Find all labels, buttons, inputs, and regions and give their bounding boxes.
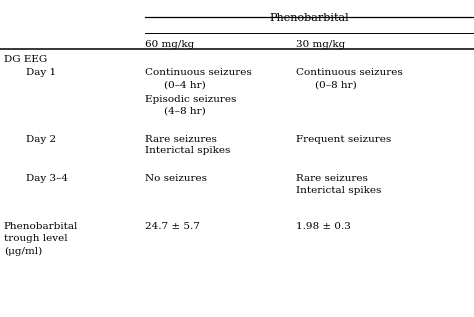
Text: (0–4 hr): (0–4 hr) <box>164 80 205 89</box>
Text: (4–8 hr): (4–8 hr) <box>164 107 205 116</box>
Text: 60 mg/kg: 60 mg/kg <box>145 40 194 49</box>
Text: Day 1: Day 1 <box>26 68 56 77</box>
Text: DG EEG: DG EEG <box>4 55 47 64</box>
Text: Frequent seizures: Frequent seizures <box>296 135 392 144</box>
Text: 24.7 ± 5.7: 24.7 ± 5.7 <box>145 222 200 231</box>
Text: 1.98 ± 0.3: 1.98 ± 0.3 <box>296 222 351 231</box>
Text: Episodic seizures: Episodic seizures <box>145 95 236 104</box>
Text: Rare seizures: Rare seizures <box>296 174 368 183</box>
Text: 30 mg/kg: 30 mg/kg <box>296 40 346 49</box>
Text: Day 3–4: Day 3–4 <box>26 174 68 183</box>
Text: Continuous seizures: Continuous seizures <box>145 68 251 77</box>
Text: (μg/ml): (μg/ml) <box>4 247 42 256</box>
Text: Rare seizures: Rare seizures <box>145 135 217 144</box>
Text: Continuous seizures: Continuous seizures <box>296 68 403 77</box>
Text: (0–8 hr): (0–8 hr) <box>315 80 357 89</box>
Text: Interictal spikes: Interictal spikes <box>296 186 382 195</box>
Text: No seizures: No seizures <box>145 174 207 183</box>
Text: trough level: trough level <box>4 234 67 243</box>
Text: Interictal spikes: Interictal spikes <box>145 146 230 155</box>
Text: Phenobarbital: Phenobarbital <box>4 222 78 231</box>
Text: Day 2: Day 2 <box>26 135 56 144</box>
Text: Phenobarbital: Phenobarbital <box>270 13 349 23</box>
